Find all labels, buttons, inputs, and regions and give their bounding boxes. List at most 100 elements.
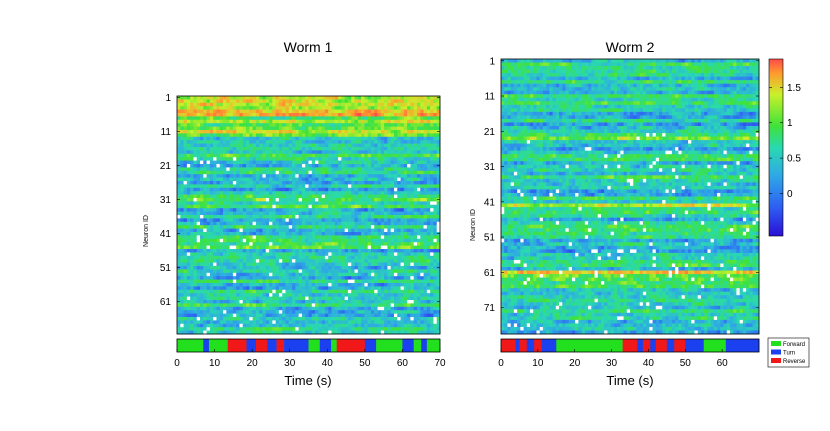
heatmap-cell — [229, 306, 234, 311]
heatmap-cell — [216, 147, 221, 151]
heatmap-cell — [226, 130, 230, 134]
heatmap-cell — [295, 225, 300, 229]
heatmap-cell — [384, 153, 388, 158]
heatmap-cell — [255, 184, 260, 189]
heatmap-cell — [239, 252, 244, 257]
heatmap-cell — [338, 283, 342, 287]
heatmap-cell — [292, 235, 296, 240]
heatmap-cell — [423, 123, 428, 127]
heatmap-cell — [423, 293, 428, 297]
heatmap-cell — [272, 269, 277, 274]
heatmap-cell — [301, 242, 306, 246]
heatmap-cell — [315, 150, 319, 155]
heatmap-cell — [255, 164, 260, 168]
heatmap-cell — [190, 153, 194, 158]
heatmap-cell — [341, 296, 346, 301]
heatmap-cell — [370, 249, 375, 253]
heatmap-cell — [364, 157, 369, 161]
heatmap-cell — [416, 147, 421, 151]
heatmap-cell — [328, 109, 332, 114]
heatmap-cell — [377, 170, 382, 175]
heatmap-cell — [200, 249, 204, 253]
heatmap-cell — [200, 157, 204, 161]
heatmap-cell — [311, 184, 316, 189]
heatmap-cell — [321, 252, 326, 257]
heatmap-cell — [433, 259, 438, 263]
heatmap-cell — [393, 204, 398, 209]
heatmap-cell — [374, 242, 378, 246]
heatmap-cell — [252, 252, 257, 257]
heatmap-cell — [236, 286, 240, 291]
heatmap-cell — [177, 238, 181, 243]
heatmap-cell — [416, 296, 421, 301]
heatmap-cell — [272, 283, 277, 287]
heatmap-cell — [186, 225, 191, 229]
heatmap-cell — [344, 136, 349, 141]
heatmap-cell — [407, 296, 411, 301]
heatmap-cell — [177, 262, 181, 267]
heatmap-cell — [246, 160, 250, 165]
heatmap-cell — [341, 96, 346, 100]
heatmap-cell — [318, 164, 323, 168]
heatmap-cell — [203, 143, 207, 148]
heatmap-cell — [374, 272, 378, 277]
heatmap-cell — [420, 266, 424, 270]
heatmap-cell — [341, 102, 346, 107]
heatmap-cell — [301, 116, 306, 121]
heatmap-cell — [183, 279, 188, 284]
heatmap-cell — [186, 160, 191, 165]
heatmap-cell — [318, 225, 323, 229]
heatmap-cell — [278, 262, 283, 267]
heatmap-cell — [193, 119, 198, 124]
heatmap-cell — [351, 187, 355, 192]
heatmap-cell — [334, 153, 339, 158]
heatmap-cell — [334, 174, 339, 178]
heatmap-cell — [318, 245, 323, 250]
heatmap-cell — [315, 235, 319, 240]
heatmap-cell — [423, 184, 428, 189]
heatmap-cell — [374, 140, 378, 144]
heatmap-cell — [255, 259, 260, 263]
heatmap-cell — [413, 130, 418, 134]
heatmap-cell — [269, 201, 273, 206]
heatmap-cell — [295, 232, 300, 236]
heatmap-cell — [177, 255, 181, 260]
heatmap-cell — [305, 157, 309, 161]
heatmap-cell — [370, 235, 375, 240]
heatmap-cell — [275, 150, 280, 155]
heatmap-cell — [341, 249, 346, 253]
heatmap-cell — [321, 157, 326, 161]
heatmap-cell — [229, 150, 234, 155]
heatmap-cell — [347, 201, 352, 206]
heatmap-cell — [186, 164, 191, 168]
heatmap-cell — [416, 232, 421, 236]
heatmap-cell — [403, 143, 408, 148]
heatmap-cell — [347, 116, 352, 121]
heatmap-cell — [367, 303, 372, 308]
heatmap-cell — [242, 102, 247, 107]
heatmap-cell — [200, 306, 204, 311]
heatmap-cell — [232, 130, 237, 134]
heatmap-cell — [331, 133, 336, 138]
heatmap-cell — [200, 272, 204, 277]
heatmap-cell — [236, 109, 240, 114]
heatmap-cell — [430, 296, 434, 301]
heatmap-cell — [321, 109, 326, 114]
heatmap-cell — [338, 272, 342, 277]
heatmap-cell — [272, 198, 277, 202]
heatmap-cell — [180, 133, 184, 138]
heatmap-cell — [180, 167, 184, 172]
heatmap-cell — [357, 242, 362, 246]
heatmap-cell — [249, 181, 254, 185]
heatmap-cell — [397, 187, 401, 192]
heatmap-cell — [351, 99, 355, 104]
heatmap-cell — [377, 106, 382, 110]
heatmap-cell — [361, 109, 365, 114]
heatmap-cell — [255, 123, 260, 127]
heatmap-cell — [407, 266, 411, 270]
heatmap-cell — [183, 123, 188, 127]
heatmap-cell — [239, 204, 244, 209]
heatmap-cell — [206, 303, 211, 308]
heatmap-cell — [236, 306, 240, 311]
heatmap-cell — [308, 296, 313, 301]
